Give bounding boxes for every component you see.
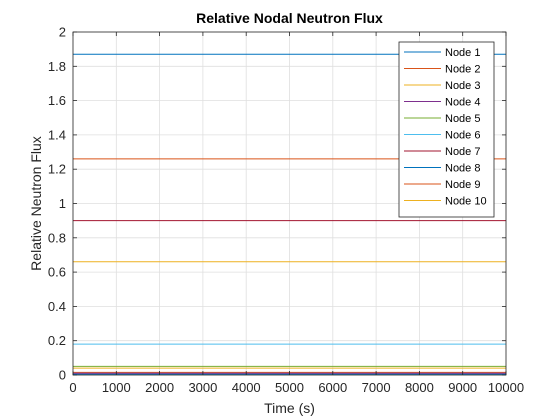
y-tick-label: 0.4 <box>48 299 66 314</box>
x-tick-label: 4000 <box>232 380 261 395</box>
legend-entry-label: Node 3 <box>445 80 480 92</box>
legend-entry-label: Node 8 <box>445 163 480 175</box>
legend-box <box>398 41 495 218</box>
legend-entry-label: Node 9 <box>445 179 480 191</box>
ticks: 0 1000 2000 3000 4000 5000 6000 7000 8000 9000 100… <box>48 25 524 396</box>
legend-entry-label: Node 5 <box>445 113 480 125</box>
legend-entry-label: Node 1 <box>445 47 480 59</box>
y-tick-label: 1 <box>59 196 66 211</box>
x-tick-label: 1000 <box>102 380 131 395</box>
legend: Node 1 Node 2 Node 3 Node 4 Node 5 Node 6 Node… <box>398 41 495 218</box>
y-tick-label: 0.6 <box>48 265 66 280</box>
x-axis-label: Time (s) <box>264 400 315 416</box>
chart-title: Relative Nodal Neutron Flux <box>196 10 383 26</box>
y-tick-label: 0 <box>59 368 66 383</box>
legend-entry-label: Node 6 <box>445 130 480 142</box>
legend-entry-label: Node 7 <box>445 146 480 158</box>
y-tick-label: 2 <box>59 25 66 40</box>
x-tick-label: 9000 <box>448 380 477 395</box>
x-tick-label: 3000 <box>188 380 217 395</box>
y-axis-label: Relative Neutron Flux <box>28 136 44 271</box>
y-tick-label: 0.2 <box>48 333 66 348</box>
x-tick-label: 5000 <box>275 380 304 395</box>
x-tick-label: 6000 <box>318 380 347 395</box>
legend-entry-label: Node 4 <box>445 97 480 109</box>
x-tick-label: 10000 <box>488 380 524 395</box>
legend-entry-label: Node 10 <box>445 196 487 208</box>
x-tick-label: 7000 <box>362 380 391 395</box>
y-tick-label: 1.4 <box>48 127 66 142</box>
y-tick-label: 1.8 <box>48 59 66 74</box>
y-tick-label: 1.6 <box>48 93 66 108</box>
x-tick-label: 2000 <box>145 380 174 395</box>
legend-entry-label: Node 2 <box>445 64 480 76</box>
x-tick-label: 0 <box>69 380 76 395</box>
y-tick-label: 1.2 <box>48 162 66 177</box>
x-tick-label: 8000 <box>405 380 434 395</box>
y-tick-label: 0.8 <box>48 230 66 245</box>
